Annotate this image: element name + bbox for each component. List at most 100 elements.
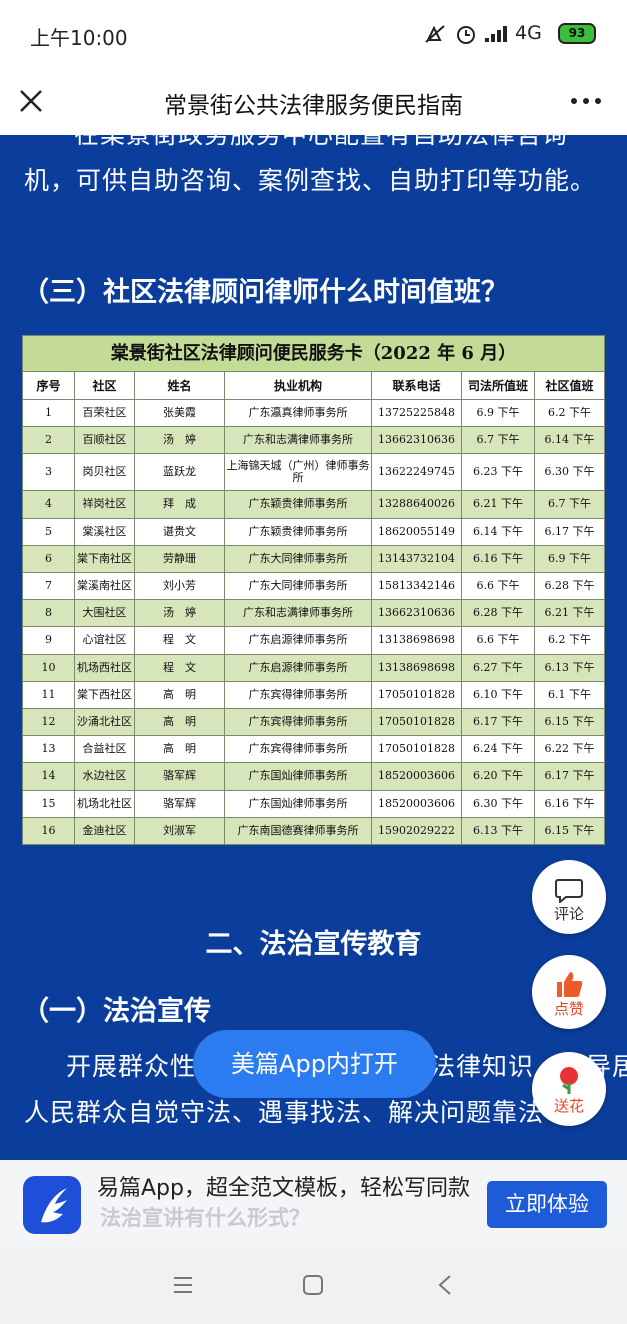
table-cell: 广东宾得律师事务所 — [225, 681, 372, 709]
flower-button[interactable]: 送花 — [532, 1052, 606, 1126]
intro-line: 在棠景街政务服务中心配置有自助法律咨询 — [74, 135, 568, 151]
page-title: 常景街公共法律服务便民指南 — [164, 93, 463, 119]
table-cell: 6.14 下午 — [535, 427, 605, 455]
table-cell: 13 — [22, 736, 75, 764]
table-cell: 10 — [22, 654, 75, 682]
table-cell: 8 — [22, 600, 75, 628]
table-cell: 13138698698 — [372, 627, 462, 655]
heading: （三）社区法律顾问律师什么时间值班？ — [22, 277, 508, 308]
table-cell: 3 — [22, 454, 75, 492]
table-cell: 6.15 下午 — [535, 709, 605, 737]
table-cell: 刘小芳 — [135, 573, 225, 601]
column-header: 联系电话 — [372, 372, 462, 400]
table-cell: 13662310636 — [372, 427, 462, 455]
flower-icon — [560, 1067, 578, 1094]
table-cell: 5 — [22, 518, 75, 546]
table-cell: 机场西社区 — [75, 654, 135, 682]
table-cell: 广东颖贵律师事务所 — [225, 518, 372, 546]
more-button[interactable] — [570, 96, 602, 106]
table-cell: 水边社区 — [75, 763, 135, 791]
table-cell: 13725225848 — [372, 400, 462, 428]
section-heading: 二、法治宣传教育 — [205, 929, 422, 960]
table-cell: 9 — [22, 627, 75, 655]
table-cell: 18620055149 — [372, 518, 462, 546]
table-cell: 拜 成 — [135, 491, 225, 519]
table-cell: 6.1 下午 — [535, 681, 605, 709]
table-cell: 广东国灿律师事务所 — [225, 763, 372, 791]
table-cell: 6.21 下午 — [535, 600, 605, 628]
flower-label: 送花 — [553, 1097, 584, 1115]
table-cell: 6.7 下午 — [535, 491, 605, 519]
table-cell: 广东南国德赛律师事务所 — [225, 817, 372, 845]
table-cell: 岗贝社区 — [75, 454, 135, 492]
table-cell: 广东大同律师事务所 — [225, 573, 372, 601]
table-cell: 张美霞 — [135, 400, 225, 428]
hidden-heading: 法治宣讲有什么形式？ — [100, 1206, 310, 1230]
like-label: 点赞 — [553, 1000, 584, 1018]
table-cell: 6.30 下午 — [535, 454, 605, 492]
table-cell: 13143732104 — [372, 545, 462, 573]
table-cell: 6.16 下午 — [462, 545, 535, 573]
table-cell: 6.2 下午 — [535, 627, 605, 655]
table-cell: 汤 婷 — [135, 427, 225, 455]
table-cell: 13622249745 — [372, 454, 462, 492]
nav-header: 常景街公共法律服务便民指南 — [0, 70, 627, 135]
like-button[interactable]: 点赞 — [532, 955, 606, 1029]
banner-text: 易篇App，超全范文模板，轻松写同款 — [97, 1176, 470, 1201]
try-button[interactable]: 立即体验 — [487, 1181, 607, 1228]
table-cell: 6.28 下午 — [535, 573, 605, 601]
table-cell: 6.6 下午 — [462, 573, 535, 601]
table-cell: 6.6 下午 — [462, 627, 535, 655]
comment-button[interactable]: 评论 — [532, 860, 606, 934]
network: 4G — [515, 22, 542, 44]
heading: （一）法治宣传 — [22, 996, 211, 1027]
column-header: 社区 — [75, 372, 135, 400]
table-cell: 15 — [22, 790, 75, 818]
open-app-button[interactable]: 美篇App内打开 — [193, 1030, 436, 1098]
table-cell: 1 — [22, 400, 75, 428]
app-logo — [23, 1176, 81, 1234]
table-cell: 17050101828 — [372, 681, 462, 709]
column-header: 姓名 — [135, 372, 225, 400]
table-cell: 谌贵文 — [135, 518, 225, 546]
table-cell: 高 明 — [135, 709, 225, 737]
table-cell: 17050101828 — [372, 709, 462, 737]
table-cell: 2 — [22, 427, 75, 455]
table-cell: 心谊社区 — [75, 627, 135, 655]
article: 在棠景街政务服务中心配置有自助法律咨询 机，可供自助咨询、案例查找、自助打印等功… — [0, 135, 627, 1160]
table-cell: 棠溪社区 — [75, 518, 135, 546]
close-button[interactable] — [18, 88, 44, 114]
table-cell: 棠下西社区 — [75, 681, 135, 709]
column-header: 执业机构 — [225, 372, 372, 400]
column-header: 社区值班 — [535, 372, 605, 400]
table-cell: 高 明 — [135, 736, 225, 764]
battery: 93 — [558, 23, 596, 44]
comment-label: 评论 — [553, 905, 584, 923]
table-cell: 6.15 下午 — [535, 817, 605, 845]
table-cell: 祥岗社区 — [75, 491, 135, 519]
body-line: 人民群众自觉守法、遇事找法、解决问题靠法 — [24, 1098, 545, 1127]
table-cell: 合益社区 — [75, 736, 135, 764]
table-cell: 6.20 下午 — [462, 763, 535, 791]
table-cell: 程 文 — [135, 654, 225, 682]
table-cell: 6.28 下午 — [462, 600, 535, 628]
table-cell: 13662310636 — [372, 600, 462, 628]
table-cell: 6.10 下午 — [462, 681, 535, 709]
table-cell: 6.13 下午 — [535, 654, 605, 682]
table-cell: 6.13 下午 — [462, 817, 535, 845]
table-cell: 6.30 下午 — [462, 790, 535, 818]
table-cell: 6.7 下午 — [462, 427, 535, 455]
table-cell: 6.9 下午 — [535, 545, 605, 573]
table-cell: 18520003606 — [372, 790, 462, 818]
table-cell: 17050101828 — [372, 736, 462, 764]
table-cell: 16 — [22, 817, 75, 845]
table-cell: 骆军辉 — [135, 763, 225, 791]
table-cell: 7 — [22, 573, 75, 601]
table-cell: 6.2 下午 — [535, 400, 605, 428]
column-header: 司法所值班 — [462, 372, 535, 400]
table-cell: 6.14 下午 — [462, 518, 535, 546]
table-cell: 18520003606 — [372, 763, 462, 791]
table-cell: 汤 婷 — [135, 600, 225, 628]
table-cell: 6.17 下午 — [462, 709, 535, 737]
